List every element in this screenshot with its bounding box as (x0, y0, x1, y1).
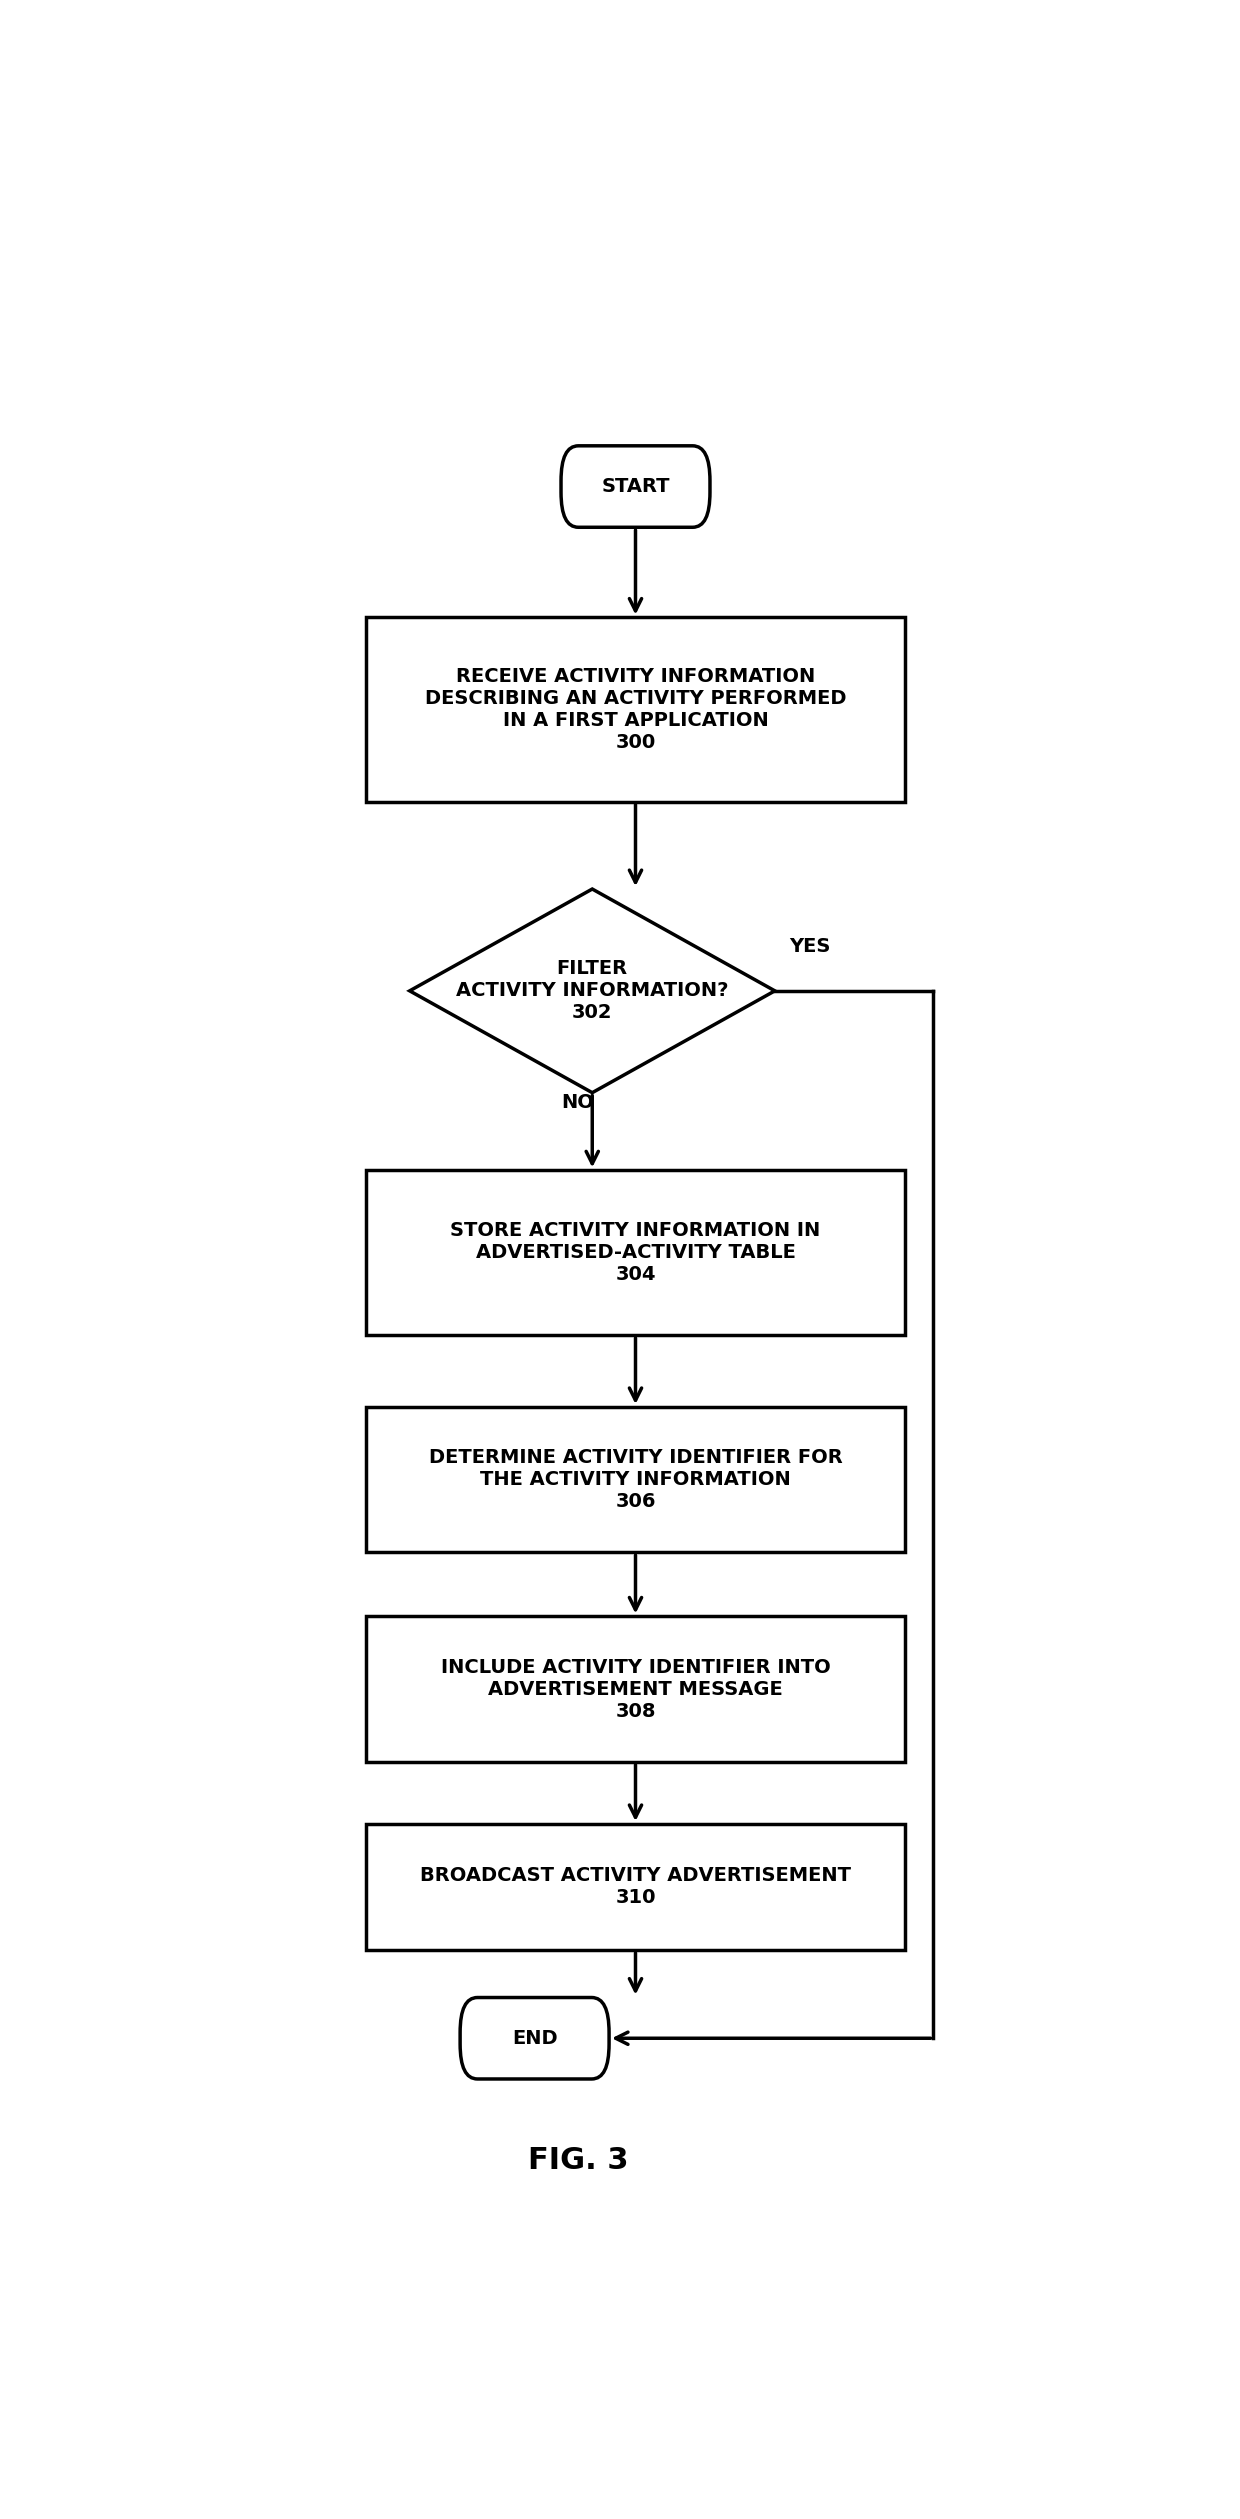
FancyBboxPatch shape (560, 446, 711, 526)
Text: START: START (601, 476, 670, 496)
Text: RECEIVE ACTIVITY INFORMATION
DESCRIBING AN ACTIVITY PERFORMED
IN A FIRST APPLICA: RECEIVE ACTIVITY INFORMATION DESCRIBING … (425, 668, 846, 753)
Polygon shape (409, 889, 775, 1093)
Text: NO: NO (562, 1093, 594, 1111)
FancyBboxPatch shape (460, 1998, 609, 2078)
FancyBboxPatch shape (367, 617, 905, 801)
Text: END: END (512, 2028, 558, 2048)
Text: INCLUDE ACTIVITY IDENTIFIER INTO
ADVERTISEMENT MESSAGE
308: INCLUDE ACTIVITY IDENTIFIER INTO ADVERTI… (440, 1658, 831, 1720)
Text: BROADCAST ACTIVITY ADVERTISEMENT
310: BROADCAST ACTIVITY ADVERTISEMENT 310 (420, 1867, 851, 1907)
FancyBboxPatch shape (367, 1617, 905, 1761)
FancyBboxPatch shape (367, 1171, 905, 1335)
Text: STORE ACTIVITY INFORMATION IN
ADVERTISED-ACTIVITY TABLE
304: STORE ACTIVITY INFORMATION IN ADVERTISED… (450, 1222, 821, 1285)
Text: YES: YES (789, 937, 831, 955)
Text: FILTER
ACTIVITY INFORMATION?
302: FILTER ACTIVITY INFORMATION? 302 (456, 960, 729, 1023)
Text: FIG. 3: FIG. 3 (527, 2146, 629, 2174)
Text: DETERMINE ACTIVITY IDENTIFIER FOR
THE ACTIVITY INFORMATION
306: DETERMINE ACTIVITY IDENTIFIER FOR THE AC… (429, 1448, 842, 1511)
FancyBboxPatch shape (367, 1408, 905, 1552)
FancyBboxPatch shape (367, 1824, 905, 1950)
